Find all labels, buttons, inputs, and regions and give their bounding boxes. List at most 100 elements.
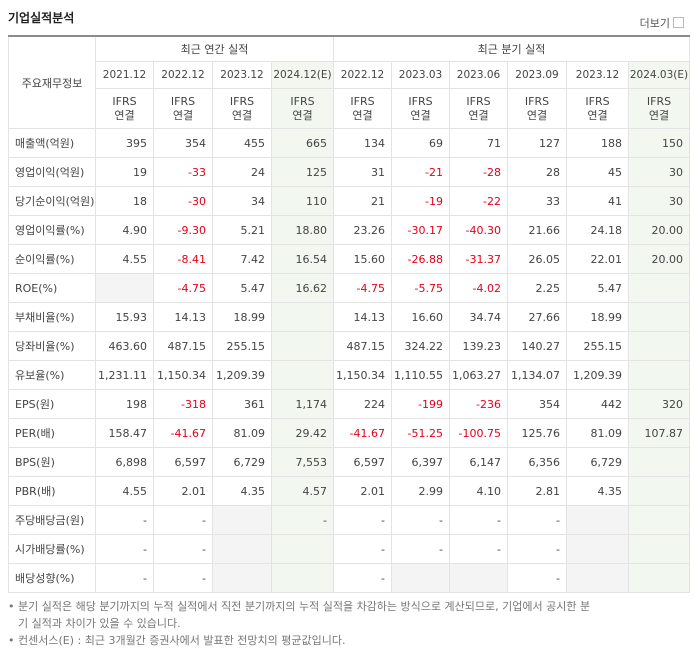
standard-header: IFRS 연결 <box>95 88 154 129</box>
section-header: 최근 분기 실적 <box>333 35 690 62</box>
cell: 150 <box>628 128 690 158</box>
cell <box>628 476 690 506</box>
cell: 125.76 <box>507 418 567 448</box>
cell <box>271 360 334 390</box>
period-header: 2022.12 <box>153 61 213 89</box>
cell: 4.55 <box>95 476 154 506</box>
standard-header: IFRS 연결 <box>566 88 629 129</box>
cell: 188 <box>566 128 629 158</box>
cell: 1,209.39 <box>212 360 272 390</box>
data-row: BPS(원) 6,898 6,597 6,729 7,553 6,597 6,397 6,14… <box>8 447 690 477</box>
cell: 15.93 <box>95 302 154 332</box>
cell: 6,729 <box>566 447 629 477</box>
cell: -19 <box>391 186 450 216</box>
note: 컨센서스(E) : 최근 3개월간 증권사에서 발표한 전망치의 평균값입니다. <box>8 632 598 649</box>
cell: -21 <box>391 157 450 187</box>
cell: 6,597 <box>333 447 392 477</box>
cell <box>566 505 629 535</box>
row-label: 영업이익률(%) <box>8 215 96 245</box>
cell: 18 <box>95 186 154 216</box>
cell: 1,134.07 <box>507 360 567 390</box>
cell <box>449 563 508 593</box>
cell: 30 <box>628 186 690 216</box>
cell: 27.66 <box>507 302 567 332</box>
cell: 21 <box>333 186 392 216</box>
cell <box>212 563 272 593</box>
cell: 5.21 <box>212 215 272 245</box>
cell <box>271 302 334 332</box>
cell: - <box>153 505 213 535</box>
standard-header: IFRS 연결 <box>507 88 567 129</box>
note: 분기 실적은 해당 분기까지의 누적 실적에서 직전 분기까지의 누적 실적을 … <box>8 598 598 632</box>
cell: -30.17 <box>391 215 450 245</box>
cell: 110 <box>271 186 334 216</box>
period-header: 2023.03 <box>391 61 450 89</box>
cell: 6,397 <box>391 447 450 477</box>
cell: 6,356 <box>507 447 567 477</box>
cell: 14.13 <box>333 302 392 332</box>
cell: 14.13 <box>153 302 213 332</box>
cell: - <box>333 505 392 535</box>
cell: 127 <box>507 128 567 158</box>
cell: 4.57 <box>271 476 334 506</box>
cell: -30 <box>153 186 213 216</box>
cell: 7.42 <box>212 244 272 274</box>
header-row: 주요재무정보 최근 연간 실적 최근 분기 실적 <box>8 35 690 129</box>
cell <box>628 563 690 593</box>
cell: -4.02 <box>449 273 508 303</box>
cell: 4.35 <box>212 476 272 506</box>
cell: 21.66 <box>507 215 567 245</box>
cell: 1,174 <box>271 389 334 419</box>
row-label: 매출액(억원) <box>8 128 96 158</box>
cell: 1,150.34 <box>153 360 213 390</box>
cell <box>628 360 690 390</box>
cell: 107.87 <box>628 418 690 448</box>
cell: -26.88 <box>391 244 450 274</box>
notes: 분기 실적은 해당 분기까지의 누적 실적에서 직전 분기까지의 누적 실적을 … <box>8 598 598 649</box>
cell: 6,147 <box>449 447 508 477</box>
cell: -4.75 <box>153 273 213 303</box>
row-label: BPS(원) <box>8 447 96 477</box>
cell: -33 <box>153 157 213 187</box>
cell: 18.99 <box>212 302 272 332</box>
cell: -41.67 <box>333 418 392 448</box>
period-header: 2024.12(E) <box>271 61 334 89</box>
cell <box>271 563 334 593</box>
cell: 18.80 <box>271 215 334 245</box>
section-header: 최근 연간 실적 <box>95 35 334 62</box>
cell: 45 <box>566 157 629 187</box>
cell: 71 <box>449 128 508 158</box>
cell: -22 <box>449 186 508 216</box>
cell: -4.75 <box>333 273 392 303</box>
cell: - <box>95 563 154 593</box>
standard-header: IFRS 연결 <box>628 88 690 129</box>
cell: -9.30 <box>153 215 213 245</box>
period-header: 2023.12 <box>212 61 272 89</box>
more-link[interactable]: 더보기 <box>640 15 684 31</box>
cell: 320 <box>628 389 690 419</box>
cell <box>628 534 690 564</box>
cell: - <box>271 505 334 535</box>
cell: 665 <box>271 128 334 158</box>
cell: 4.90 <box>95 215 154 245</box>
row-label: 영업이익(억원) <box>8 157 96 187</box>
cell: 134 <box>333 128 392 158</box>
cell <box>628 447 690 477</box>
cell: 455 <box>212 128 272 158</box>
cell: 5.47 <box>212 273 272 303</box>
cell: 198 <box>95 389 154 419</box>
row-label: 당기순이익(억원) <box>8 186 96 216</box>
period-header: 2024.03(E) <box>628 61 690 89</box>
cell: 16.54 <box>271 244 334 274</box>
standard-header: IFRS 연결 <box>153 88 213 129</box>
cell: 324.22 <box>391 331 450 361</box>
data-row: 당좌비율(%) 463.60 487.15 255.15 487.15 324.22 139… <box>8 331 690 361</box>
row-label: 시가배당률(%) <box>8 534 96 564</box>
cell: 81.09 <box>212 418 272 448</box>
cell: 2.01 <box>153 476 213 506</box>
cell: 354 <box>153 128 213 158</box>
standard-header: IFRS 연결 <box>449 88 508 129</box>
cell: 139.23 <box>449 331 508 361</box>
cell: -199 <box>391 389 450 419</box>
cell: 1,063.27 <box>449 360 508 390</box>
